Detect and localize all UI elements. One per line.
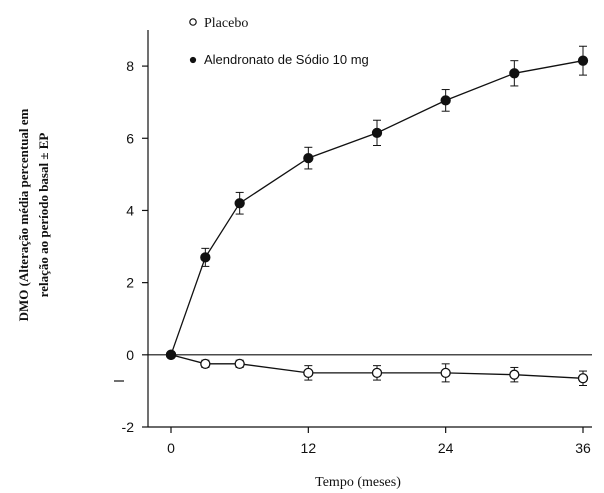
data-point: [200, 358, 211, 369]
legend-label-alendronato: Alendronato de Sódio 10 mg: [204, 52, 369, 67]
y-tick-label: 2: [126, 275, 134, 291]
legend-marker-placebo: [189, 18, 197, 26]
y-tick-label: 8: [126, 58, 134, 74]
x-tick-label: 12: [301, 440, 317, 456]
x-tick-label: 24: [438, 440, 454, 456]
series-layer: [165, 45, 589, 386]
data-point: [234, 198, 245, 209]
data-point: [577, 55, 589, 66]
x-tick-label: 0: [167, 440, 175, 456]
y-axis-label: DMO (Alteração média percentual em relaç…: [16, 108, 51, 321]
y-axis-label-line-1: DMO (Alteração média percentual em: [16, 108, 31, 321]
y-tick-label: -2: [122, 419, 135, 435]
x-axis-label: Tempo (meses): [315, 475, 401, 490]
data-point: [234, 358, 245, 369]
data-point: [303, 152, 314, 164]
data-point: [200, 252, 211, 263]
y-axis-label-line-2: relação ao período basal ± EP: [36, 133, 51, 298]
y-tick-label: 4: [126, 202, 134, 218]
data-point: [440, 95, 451, 106]
x-tick-label: 36: [575, 440, 591, 456]
series-placebo: [165, 349, 589, 386]
legend: Placebo Alendronato de Sódio 10 mg: [189, 16, 369, 67]
series-line: [170, 60, 584, 356]
data-point: [303, 367, 314, 379]
legend-marker-alendronato: [189, 56, 197, 64]
data-point: [165, 349, 177, 360]
legend-label-placebo: Placebo: [204, 16, 248, 31]
data-point: [509, 369, 520, 380]
series-line: [170, 354, 584, 379]
data-point: [371, 127, 383, 139]
data-point: [440, 367, 451, 379]
y-tick-label: 6: [126, 130, 134, 146]
y-tick-label: 0: [126, 347, 134, 363]
data-point: [371, 367, 383, 379]
data-point: [509, 68, 520, 79]
data-point: [577, 373, 589, 384]
series-alendronato: [165, 45, 589, 360]
